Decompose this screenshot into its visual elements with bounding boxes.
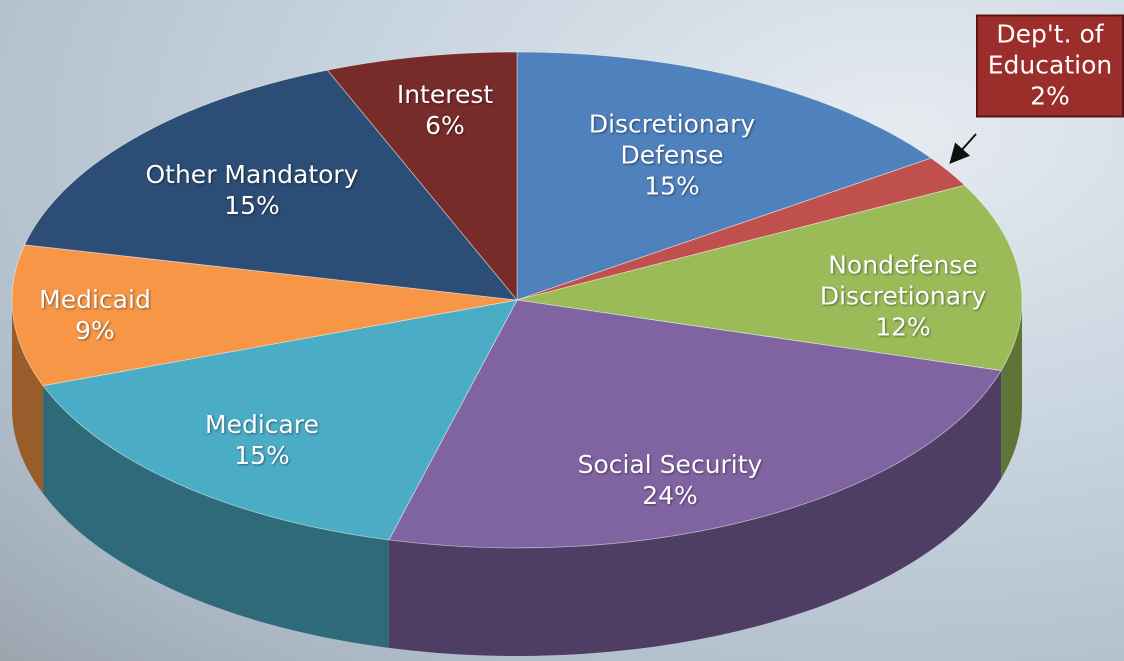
slice-value-label: 12% [875, 312, 931, 342]
slice [24, 69, 518, 301]
slice [326, 51, 518, 302]
slice-name: Discretionary Defense [588, 109, 756, 170]
slice-side-shade [1001, 300, 1022, 479]
pie-tops [11, 51, 1023, 549]
slice-side-shade [12, 300, 44, 494]
slice-value-label: 15% [644, 171, 700, 201]
slice-label: Nondefense Discretionary 12% [798, 250, 1008, 343]
slice-label: Medicaid 9% [20, 284, 170, 346]
slice [388, 299, 1002, 549]
slice-name: Interest [396, 80, 494, 109]
slice-side [388, 370, 1002, 656]
slice-value-label: 6% [425, 111, 465, 140]
slice-label: Medicare 15% [162, 409, 362, 471]
slice [42, 299, 518, 541]
slice-label: Discretionary Defense 15% [557, 109, 787, 202]
slice [11, 244, 518, 387]
slice-side [43, 385, 389, 648]
slice [516, 51, 933, 301]
slice-value-label: 15% [234, 441, 290, 470]
slice-label: Social Security 24% [540, 449, 800, 511]
callout-arrow [949, 133, 977, 164]
slice-side [1001, 300, 1022, 479]
slice-side-shade [43, 385, 389, 648]
slice-side-shade [388, 370, 1002, 656]
slice-name: Nondefense Discretionary [819, 250, 987, 311]
slice-label: Other Mandatory 15% [112, 159, 392, 221]
slice-label: Dep't. of Education 2% [976, 14, 1124, 118]
slice-name: Medicare [205, 410, 319, 439]
slice-name: Other Mandatory [145, 160, 359, 189]
slice [516, 184, 1023, 371]
slice-value-label: 24% [642, 481, 698, 510]
slice-name: Dep't. of Education [987, 19, 1113, 80]
slice-name: Medicaid [39, 285, 151, 314]
slice-label: Interest 6% [375, 79, 515, 141]
slice-value-label: 15% [224, 191, 280, 220]
slice-name: Social Security [577, 450, 763, 479]
pie-sides [12, 300, 1022, 656]
slice-side [12, 300, 44, 494]
slice-value-label: 2% [1030, 81, 1070, 111]
slice-value-label: 9% [75, 316, 115, 345]
